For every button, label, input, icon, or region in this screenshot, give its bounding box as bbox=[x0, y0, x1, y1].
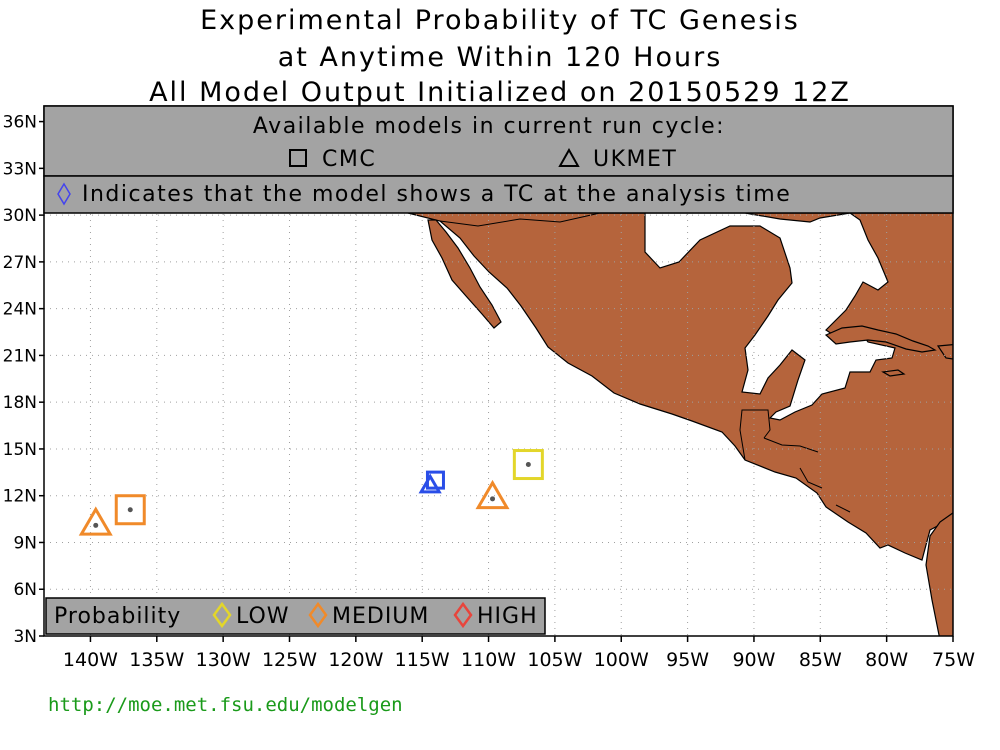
lat-tick-label: 27N bbox=[3, 253, 37, 273]
lon-tick-label: 85W bbox=[799, 649, 842, 671]
header-box: Available models in current run cycle: C… bbox=[43, 105, 954, 214]
legend-high-label: HIGH bbox=[477, 604, 538, 629]
lat-tick-label: 15N bbox=[3, 440, 37, 460]
genesis-point-ukmet-3 bbox=[418, 473, 442, 494]
lon-tick-label: 80W bbox=[865, 649, 908, 671]
analysis-note: Indicates that the model shows a TC at t… bbox=[82, 182, 791, 207]
ukmet-marker bbox=[418, 473, 442, 494]
lon-tick-label: 90W bbox=[732, 649, 775, 671]
lon-tick-label: 130W bbox=[196, 649, 251, 671]
title-line-3: All Model Output Initialized on 20150529… bbox=[149, 77, 851, 108]
border-guatemala bbox=[739, 409, 771, 461]
genesis-center-dot bbox=[127, 507, 133, 513]
border-honduras bbox=[763, 437, 819, 453]
genesis-point-cmc-4 bbox=[425, 470, 445, 490]
cmc-label: CMC bbox=[322, 147, 376, 172]
genesis-center-dot bbox=[525, 462, 531, 468]
border-lines bbox=[439, 212, 851, 513]
land-jamaica bbox=[881, 369, 906, 377]
lon-tick-label: 115W bbox=[395, 649, 450, 671]
ukmet-label: UKMET bbox=[593, 147, 677, 172]
lon-tick-label: 120W bbox=[328, 649, 383, 671]
lat-tick-label: 36N bbox=[3, 113, 37, 133]
cmc-marker bbox=[425, 470, 445, 490]
analysis-diamond-icon bbox=[57, 182, 71, 206]
title-line-1: Experimental Probability of TC Genesis bbox=[200, 5, 800, 36]
border-nicaragua bbox=[799, 467, 823, 489]
cmc-marker bbox=[512, 449, 544, 481]
cmc-square-icon bbox=[289, 149, 307, 167]
probability-legend: Probability LOW MEDIUM HIGH bbox=[45, 597, 546, 635]
lat-tick-label: 33N bbox=[3, 159, 37, 179]
models-panel bbox=[43, 105, 954, 177]
lat-tick-label: 21N bbox=[3, 346, 37, 366]
lon-tick-label: 125W bbox=[262, 649, 317, 671]
land-cuba bbox=[824, 325, 937, 353]
latitude-axis: 36N 33N 30N 27N 24N 21N 18N 15N 12N 9N 6N 3N bbox=[3, 113, 44, 647]
medium-diamond-icon bbox=[308, 601, 328, 629]
genesis-center-dot bbox=[93, 522, 99, 528]
lat-tick-label: 12N bbox=[3, 487, 37, 507]
legend-medium-label: MEDIUM bbox=[332, 604, 429, 629]
lon-tick-label: 105W bbox=[527, 649, 582, 671]
land-south-america bbox=[925, 512, 953, 636]
ukmet-marker bbox=[78, 506, 113, 536]
analysis-panel bbox=[43, 175, 954, 214]
lon-tick-label: 75W bbox=[932, 649, 975, 671]
legend-low-label: LOW bbox=[236, 604, 290, 629]
low-diamond-icon bbox=[212, 601, 232, 629]
genesis-point-cmc-6 bbox=[512, 449, 544, 481]
genesis-point-ukmet-5 bbox=[475, 479, 510, 510]
lat-tick-label: 30N bbox=[3, 206, 37, 226]
grid-lines bbox=[44, 106, 953, 636]
genesis-point-ukmet-1 bbox=[78, 506, 113, 536]
title-line-2: at Anytime Within 120 Hours bbox=[277, 42, 723, 73]
lat-tick-label: 6N bbox=[13, 580, 37, 600]
lat-tick-label: 3N bbox=[13, 627, 37, 647]
lon-tick-label: 135W bbox=[129, 649, 184, 671]
genesis-center-dot bbox=[490, 496, 496, 502]
footer-url-link[interactable]: http://moe.met.fsu.edu/modelgen bbox=[48, 694, 403, 716]
genesis-point-cmc-2 bbox=[114, 494, 146, 526]
ukmet-marker bbox=[475, 479, 510, 510]
border-costa-rica bbox=[835, 504, 851, 513]
lon-tick-label: 140W bbox=[63, 649, 118, 671]
lat-tick-label: 9N bbox=[13, 533, 37, 553]
land-layer bbox=[407, 212, 953, 636]
legend-title: Probability bbox=[54, 604, 181, 629]
lon-tick-label: 110W bbox=[461, 649, 516, 671]
longitude-axis: 140W 135W 130W 125W 120W 115W 110W 105W 100W 95W 9… bbox=[63, 636, 975, 671]
lat-tick-label: 24N bbox=[3, 300, 37, 320]
lon-tick-label: 100W bbox=[594, 649, 649, 671]
land-baja-california bbox=[427, 219, 502, 329]
lat-tick-label: 18N bbox=[3, 393, 37, 413]
available-models-label: Available models in current run cycle: bbox=[253, 114, 725, 139]
ukmet-triangle-icon bbox=[558, 147, 580, 167]
cmc-marker bbox=[114, 494, 146, 526]
genesis-points bbox=[78, 449, 544, 536]
border-us-mexico bbox=[439, 212, 601, 227]
lon-tick-label: 95W bbox=[666, 649, 709, 671]
high-diamond-icon bbox=[453, 601, 473, 629]
land-north-america bbox=[407, 212, 953, 561]
